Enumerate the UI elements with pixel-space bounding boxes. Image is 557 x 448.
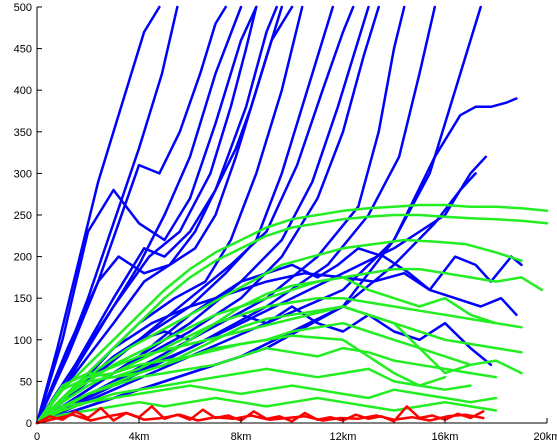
series-0-line-19: [35, 5, 294, 425]
series-1-line-11: [35, 396, 498, 425]
y-tick-label: 400: [14, 85, 32, 97]
y-tick-label: 300: [14, 168, 32, 180]
y-axis-ticks: 0 50 100 150 200 250 300 350 400 450 500: [14, 2, 42, 430]
y-tick-label: 50: [20, 376, 32, 388]
series-1-line-0: [35, 203, 549, 425]
series-0-line-4: [35, 5, 258, 425]
series-group-2: [35, 405, 485, 425]
y-tick-label: 250: [14, 210, 32, 222]
series-0-line-2: [35, 5, 227, 425]
plot-lines: [35, 5, 549, 425]
series-1-line-2: [35, 238, 523, 425]
y-tick-label: 500: [14, 2, 32, 14]
series-1-line-7: [35, 321, 523, 425]
series-0-line-0: [35, 5, 161, 425]
y-tick-label: 0: [26, 418, 32, 430]
series-0-line-20: [35, 247, 523, 425]
series-0-line-16: [35, 155, 488, 425]
x-tick-label: 0: [34, 431, 40, 443]
x-tick-label: 8km: [231, 431, 252, 443]
x-tick-label: 16km: [432, 431, 459, 443]
series-group-1: [35, 203, 549, 425]
series-0-line-14: [35, 5, 482, 425]
x-tick-label: 12km: [330, 431, 357, 443]
series-0-line-21: [35, 271, 518, 425]
series-1-line-3: [35, 267, 544, 425]
x-tick-label: 20km: [534, 431, 557, 443]
series-2-line-1: [35, 411, 485, 425]
series-1-line-8: [35, 346, 498, 425]
series-0-line-5: [35, 5, 278, 425]
series-0-line-11: [35, 5, 380, 425]
x-tick-label: 4km: [129, 431, 150, 443]
y-tick-label: 450: [14, 44, 32, 56]
series-0-line-9: [35, 5, 355, 425]
series-1-line-9: [35, 367, 472, 425]
series-1-line-12: [35, 305, 472, 425]
series-1-line-10: [35, 384, 498, 425]
series-2-line-0: [35, 405, 485, 425]
series-0-line-3: [35, 5, 243, 425]
series-0-line-18: [35, 5, 258, 425]
series-0-line-13: [35, 5, 437, 425]
series-1-line-13: [35, 334, 447, 425]
x-axis-ticks: 0 4km 8km 12km 16km 20km: [34, 418, 557, 443]
y-tick-label: 200: [14, 252, 32, 264]
y-tick-label: 350: [14, 127, 32, 139]
y-tick-label: 150: [14, 293, 32, 305]
series-1-line-6: [35, 305, 523, 425]
series-1-line-1: [35, 213, 549, 425]
series-0-line-22: [35, 305, 493, 425]
y-tick-label: 100: [14, 335, 32, 347]
